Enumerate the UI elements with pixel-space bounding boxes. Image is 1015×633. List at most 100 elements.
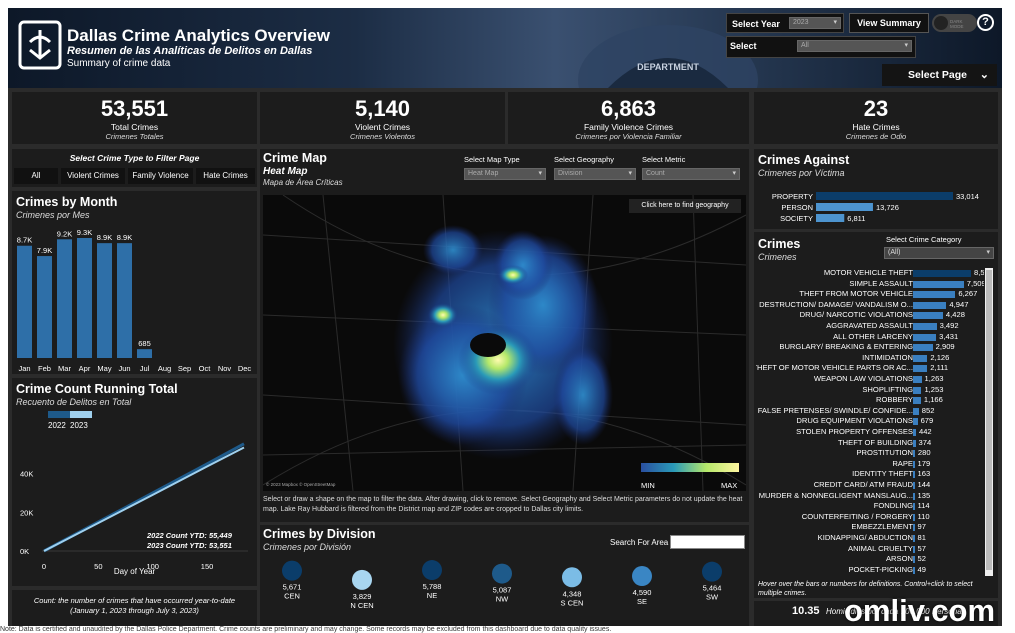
city-logo-icon bbox=[18, 20, 62, 70]
crime-row[interactable]: DRUG/ NARCOTIC VIOLATIONS 4,428 bbox=[756, 310, 984, 321]
crime-row-bar[interactable] bbox=[913, 418, 918, 426]
year-dropdown[interactable]: 2023 bbox=[789, 17, 841, 29]
crime-row-bar[interactable] bbox=[913, 301, 947, 309]
crime-row-bar[interactable] bbox=[913, 333, 937, 341]
crime-row-bar[interactable] bbox=[913, 460, 915, 468]
map-type-dropdown[interactable]: Heat Map bbox=[464, 168, 546, 180]
count-note-panel: Count: the number of crimes that have oc… bbox=[12, 590, 257, 628]
filter-violent-button[interactable]: Violent Crimes bbox=[61, 168, 125, 184]
crime-bar-list[interactable]: MOTOR VEHICLE THEFT 8,583 SIMPLE ASSAULT 7,… bbox=[756, 268, 984, 574]
crime-row-bar[interactable] bbox=[913, 312, 943, 320]
crime-row-bar[interactable] bbox=[913, 270, 971, 277]
crime-row-bar[interactable] bbox=[913, 503, 915, 511]
crime-row[interactable]: POCKET-PICKING 49 bbox=[756, 565, 984, 574]
crime-row[interactable]: MURDER & NONNEGLIGENT MANSLAUG... 135 bbox=[756, 491, 984, 502]
crime-row-bar[interactable] bbox=[913, 429, 916, 436]
crime-row-bar[interactable] bbox=[913, 482, 915, 489]
crime-row-bar[interactable] bbox=[913, 407, 919, 415]
crime-row[interactable]: KIDNAPPING/ ABDUCTION 81 bbox=[756, 533, 984, 544]
geography-dropdown[interactable]: Division bbox=[554, 168, 636, 180]
crime-row-value: 3,492 bbox=[939, 321, 959, 330]
crime-row[interactable]: PROSTITUTION 280 bbox=[756, 448, 984, 459]
crime-row-bar[interactable] bbox=[913, 545, 915, 553]
select-year-control[interactable]: Select Year 2023 bbox=[726, 13, 844, 33]
crime-row[interactable]: THEFT FROM MOTOR VEHICLE 6,267 bbox=[756, 289, 984, 300]
month-tick-label: May bbox=[97, 364, 111, 373]
heat-map[interactable]: Click here to find geography MIN MAX © 2… bbox=[263, 195, 746, 491]
crime-row-bar[interactable] bbox=[913, 471, 915, 479]
crime-row-bar[interactable] bbox=[913, 344, 933, 352]
select-filter-dropdown[interactable]: All bbox=[797, 40, 912, 52]
crime-row[interactable]: SIMPLE ASSAULT 7,509 bbox=[756, 279, 984, 290]
crime-row[interactable]: SHOPLIFTING 1,253 bbox=[756, 385, 984, 396]
crime-row-bar[interactable] bbox=[913, 386, 922, 394]
crime-row[interactable]: COUNTERFEITING / FORGERY 110 bbox=[756, 512, 984, 523]
scrollbar-track[interactable] bbox=[985, 268, 993, 576]
find-geography-button[interactable]: Click here to find geography bbox=[629, 199, 741, 213]
map-note: Select or draw a shape on the map to fil… bbox=[263, 496, 743, 513]
crime-row-bar[interactable] bbox=[913, 439, 916, 447]
crime-row-bar[interactable] bbox=[913, 291, 956, 299]
filter-all-button[interactable]: All bbox=[14, 168, 58, 184]
crime-row[interactable]: FALSE PRETENSES/ SWINDLE/ CONFIDE... 852 bbox=[756, 406, 984, 417]
crime-row[interactable]: INTIMIDATION 2,126 bbox=[756, 353, 984, 364]
crime-row-bar[interactable] bbox=[913, 397, 921, 405]
crime-row[interactable]: FONDLING 114 bbox=[756, 501, 984, 512]
crime-row[interactable]: ANIMAL CRUELTY 57 bbox=[756, 544, 984, 555]
crime-row[interactable]: ROBBERY 1,166 bbox=[756, 395, 984, 406]
crime-row[interactable]: BURGLARY/ BREAKING & ENTERING 2,909 bbox=[756, 342, 984, 353]
crime-row-bar[interactable] bbox=[913, 524, 915, 532]
crime-row-value: 1,166 bbox=[923, 395, 943, 405]
kpi-family-violence: 6,863 Family Violence Crimes Crimenes po… bbox=[508, 92, 749, 144]
crimes-by-division-panel: Crimes by Division Crimenes por División… bbox=[260, 525, 749, 628]
kpi-value: 23 bbox=[863, 96, 889, 121]
crime-row-bar[interactable] bbox=[913, 513, 915, 521]
crime-row[interactable]: ARSON 52 bbox=[756, 554, 984, 565]
crime-row-bar[interactable] bbox=[913, 535, 915, 542]
help-icon[interactable]: ? bbox=[977, 14, 994, 31]
select-filter-control[interactable]: Select All bbox=[726, 36, 916, 58]
metric-dropdown[interactable]: Count bbox=[642, 168, 740, 180]
crime-row[interactable]: EMBEZZLEMENT 97 bbox=[756, 522, 984, 533]
crime-row-bar[interactable] bbox=[913, 365, 928, 373]
crime-row-bar[interactable] bbox=[913, 354, 928, 362]
crime-row[interactable]: AGGRAVATED ASSAULT 3,492 bbox=[756, 321, 984, 332]
search-area-input[interactable] bbox=[670, 535, 745, 549]
crime-row-bar[interactable] bbox=[913, 450, 915, 458]
month-bar-chart[interactable]: 8.7K Jan 7.9K Feb 9.2K Mar 9.3K Apr 8.9K May 8.9K J… bbox=[12, 191, 257, 374]
month-tick-label: Jul bbox=[140, 364, 150, 373]
against-bar bbox=[816, 214, 845, 222]
crime-row[interactable]: THEFT OF MOTOR VEHICLE PARTS OR AC... 2,1… bbox=[756, 363, 984, 374]
category-dropdown[interactable]: (All) bbox=[884, 247, 994, 259]
crime-row[interactable]: STOLEN PROPERTY OFFENSES 442 bbox=[756, 427, 984, 438]
crime-row-value: 163 bbox=[917, 469, 931, 479]
crime-row-bar[interactable] bbox=[913, 492, 915, 500]
crime-row[interactable]: CREDIT CARD/ ATM FRAUD 144 bbox=[756, 480, 984, 491]
scrollbar-thumb[interactable] bbox=[986, 270, 992, 570]
crime-row-bar[interactable] bbox=[913, 566, 915, 574]
select-page-button[interactable]: Select Page ⌄ bbox=[882, 64, 997, 86]
crime-row[interactable]: THEFT OF BUILDING 374 bbox=[756, 438, 984, 449]
dark-mode-toggle[interactable]: DARK MODE bbox=[932, 14, 977, 32]
running-total-chart[interactable]: 0K 20K 40K 0 50 100 150 bbox=[12, 378, 257, 586]
crime-row[interactable]: DRUG EQUIPMENT VIOLATIONS 679 bbox=[756, 416, 984, 427]
view-summary-button[interactable]: View Summary bbox=[849, 13, 929, 33]
heat-map-graphic bbox=[263, 195, 746, 491]
against-bar-chart[interactable]: PROPERTY 33,014 PERSON 13,726 SOCIETY 6,811 bbox=[754, 149, 998, 229]
crime-row-bar[interactable] bbox=[913, 280, 964, 288]
filter-family-button[interactable]: Family Violence bbox=[128, 168, 193, 184]
filter-hate-button[interactable]: Hate Crimes bbox=[196, 168, 255, 184]
kpi-value: 6,863 bbox=[600, 96, 657, 121]
crime-row[interactable]: IDENTITY THEFT 163 bbox=[756, 469, 984, 480]
crime-row-value: 374 bbox=[918, 437, 932, 447]
crime-row-bar[interactable] bbox=[913, 556, 915, 564]
crime-row-bar[interactable] bbox=[913, 376, 922, 383]
crime-row[interactable]: DESTRUCTION/ DAMAGE/ VANDALISM O... 4,947 bbox=[756, 300, 984, 311]
crime-row[interactable]: WEAPON LAW VIOLATIONS 1,263 bbox=[756, 374, 984, 385]
crime-row[interactable]: MOTOR VEHICLE THEFT 8,583 bbox=[756, 268, 984, 279]
crime-row-bar[interactable] bbox=[913, 323, 937, 330]
filter-title: Select Crime Type to Filter Page bbox=[69, 153, 200, 163]
crime-row[interactable]: ALL OTHER LARCENY 3,431 bbox=[756, 332, 984, 343]
crime-row[interactable]: RAPE 179 bbox=[756, 459, 984, 470]
